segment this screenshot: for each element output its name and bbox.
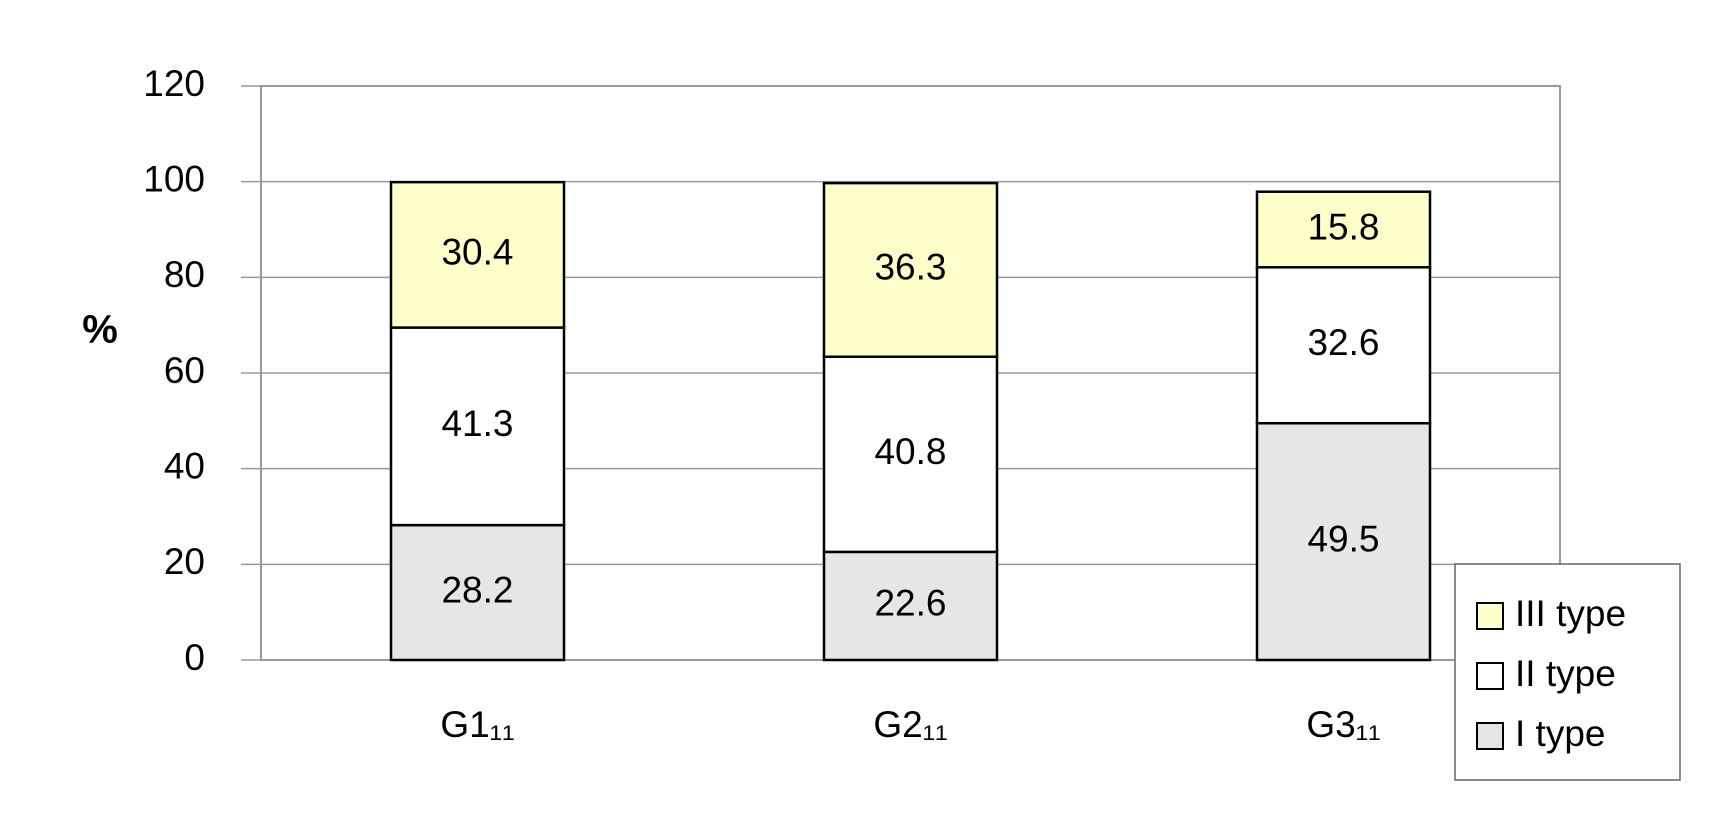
data-label: 41.3: [441, 403, 513, 444]
y-tick-label: 100: [143, 158, 205, 199]
bar-segment: [389, 180, 566, 329]
data-label: 32.6: [1307, 322, 1379, 363]
data-label: 36.3: [874, 247, 946, 288]
data-label: 15.8: [1307, 206, 1379, 247]
data-label: 49.5: [1307, 518, 1379, 559]
legend-label: III type: [1515, 593, 1626, 634]
bar-segment: [1255, 421, 1432, 662]
bar-segment: [1255, 190, 1432, 269]
y-tick-label: 40: [164, 445, 205, 486]
bar-segment: [389, 523, 566, 662]
legend-swatch: [1476, 722, 1504, 750]
bar-segment: [1255, 266, 1432, 425]
y-axis-label: %: [82, 308, 118, 352]
legend-label: II type: [1515, 653, 1616, 694]
bar-segment: [389, 326, 566, 527]
y-tick-label: 80: [164, 254, 205, 295]
legend-swatch: [1476, 602, 1504, 630]
y-tick-label: 120: [143, 63, 205, 104]
data-label: 30.4: [441, 232, 513, 273]
y-tick-label: 0: [184, 637, 205, 678]
y-tick-label: 20: [164, 541, 205, 582]
x-tick-label: G3₁₁: [1306, 704, 1380, 745]
legend-swatch: [1476, 662, 1504, 690]
x-tick-label: G2₁₁: [873, 704, 947, 745]
data-label: 22.6: [874, 583, 946, 624]
x-tick-label: G1₁₁: [440, 704, 514, 745]
data-label: 40.8: [874, 431, 946, 472]
bar-segment: [822, 181, 999, 358]
y-tick-label: 60: [164, 350, 205, 391]
legend-label: I type: [1515, 713, 1606, 754]
bar-segment: [822, 550, 999, 662]
data-label: 28.2: [441, 569, 513, 610]
